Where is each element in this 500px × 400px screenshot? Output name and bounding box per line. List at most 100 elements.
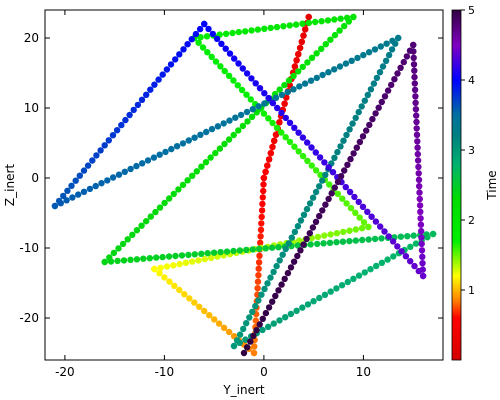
data-point [63, 197, 70, 204]
data-point [247, 338, 254, 345]
data-point [186, 295, 193, 302]
data-point [412, 106, 420, 113]
data-point [220, 324, 228, 331]
data-point [294, 242, 301, 249]
data-point [304, 139, 311, 146]
data-point [249, 308, 256, 315]
data-point [250, 332, 257, 340]
data-point [327, 288, 334, 295]
data-point [400, 58, 407, 66]
data-point [325, 69, 332, 76]
data-point [118, 121, 125, 129]
data-point [264, 280, 271, 287]
data-point [246, 314, 253, 321]
data-point [217, 63, 224, 70]
data-point [295, 148, 302, 155]
data-point [255, 259, 263, 266]
data-point [413, 125, 420, 132]
data-point [344, 278, 351, 286]
data-point [203, 128, 210, 136]
data-point [176, 286, 183, 294]
data-point [342, 60, 350, 67]
data-point [382, 57, 390, 64]
data-point [319, 71, 326, 79]
data-point [353, 144, 360, 151]
data-point [340, 137, 347, 144]
data-point [306, 230, 313, 237]
data-point [140, 255, 147, 262]
data-point [359, 203, 367, 210]
data-point [256, 85, 264, 92]
data-point [213, 35, 221, 42]
data-point [402, 253, 410, 260]
data-point [120, 257, 128, 264]
data-point [352, 114, 359, 122]
data-point [316, 212, 323, 220]
data-point [89, 157, 96, 164]
data-point [109, 174, 117, 181]
data-point [215, 320, 223, 327]
data-point [371, 46, 379, 53]
data-point [192, 30, 200, 38]
data-point [338, 282, 346, 289]
data-point [172, 252, 179, 260]
data-point [304, 157, 311, 165]
data-point [265, 156, 273, 163]
data-point [226, 117, 233, 124]
data-point [308, 54, 316, 61]
data-point [276, 317, 283, 324]
data-point [389, 238, 397, 245]
data-point [412, 240, 420, 247]
data-point [92, 182, 99, 190]
data-point [159, 71, 166, 78]
data-point [414, 157, 422, 164]
data-point [309, 194, 317, 201]
data-point [355, 272, 363, 279]
data-point [138, 222, 145, 229]
data-point [299, 152, 307, 160]
data-point [170, 190, 177, 198]
colorbar-tick-label: 4 [468, 74, 475, 87]
data-point [418, 247, 426, 254]
data-point [222, 45, 229, 52]
data-point [129, 231, 136, 238]
data-point [329, 169, 337, 176]
data-point [346, 237, 353, 245]
data-point [298, 38, 305, 45]
data-point [337, 173, 345, 180]
data-point [163, 263, 171, 270]
data-point [138, 96, 146, 104]
data-point [268, 244, 276, 251]
data-point [242, 28, 249, 35]
data-point [411, 73, 418, 81]
data-point [363, 127, 370, 134]
data-point [274, 104, 281, 112]
data-point [372, 218, 380, 225]
data-point [281, 275, 288, 283]
data-point [341, 167, 348, 174]
data-point [243, 70, 251, 77]
data-point [410, 54, 417, 61]
data-point [333, 230, 341, 237]
data-point [342, 183, 349, 191]
data-point [260, 110, 268, 117]
data-point [109, 132, 117, 139]
data-point [203, 33, 211, 40]
data-point [101, 258, 108, 266]
data-point [225, 136, 233, 143]
data-point [299, 20, 306, 27]
data-point [269, 143, 276, 151]
data-point [155, 76, 162, 83]
data-point [308, 162, 315, 169]
data-point [336, 27, 343, 34]
data-point [221, 140, 228, 148]
data-point [114, 257, 121, 265]
data-point [337, 15, 344, 22]
data-point [260, 187, 267, 195]
data-point [350, 275, 357, 282]
data-point [352, 237, 359, 244]
data-point [282, 245, 289, 253]
data-point [252, 317, 259, 324]
data-point [325, 195, 332, 203]
data-point [273, 124, 281, 131]
